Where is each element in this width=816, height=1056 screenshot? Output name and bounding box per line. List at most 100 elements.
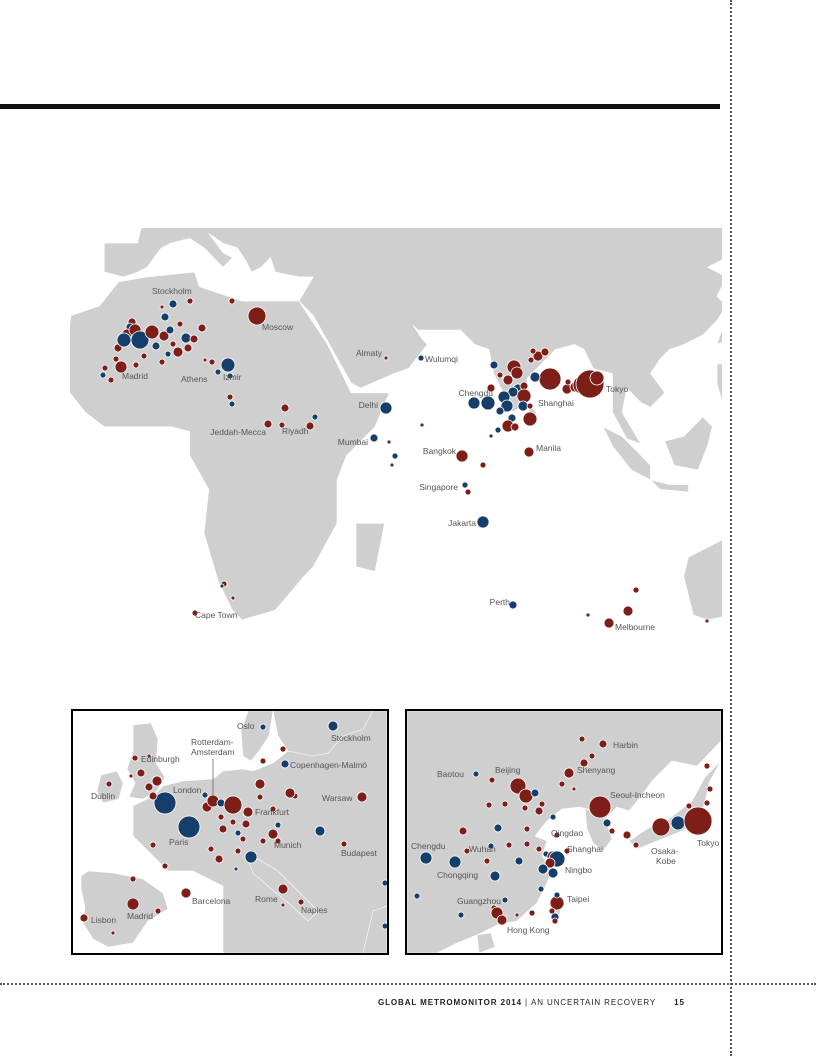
metro-marker: [632, 841, 640, 849]
metro-marker: [239, 835, 247, 843]
sumatra: [602, 426, 651, 481]
east-asia-markers: [413, 735, 714, 926]
city-label: Jakarta: [448, 518, 476, 528]
metro-marker: [419, 851, 433, 865]
metro-marker: [280, 902, 286, 908]
metro-marker: [486, 383, 496, 393]
metro-marker: [148, 791, 158, 801]
metro-marker: [608, 827, 616, 835]
metro-marker: [532, 350, 544, 362]
report-subtitle: AN UNCERTAIN RECOVERY: [530, 998, 657, 1007]
taiwan: [716, 329, 722, 346]
metro-marker: [588, 795, 612, 819]
metro-marker: [704, 618, 710, 624]
metro-marker: [228, 297, 236, 305]
metro-marker: [214, 854, 224, 864]
city-label: Chengdu: [411, 841, 446, 851]
metro-marker: [226, 393, 234, 401]
city-label: Delhi: [359, 400, 378, 410]
metro-marker: [189, 334, 199, 344]
metro-marker: [186, 297, 194, 305]
metro-marker: [651, 817, 671, 837]
city-label: Naples: [301, 905, 327, 915]
metro-marker: [99, 371, 107, 379]
metro-marker: [168, 299, 178, 309]
metro-marker: [508, 600, 518, 610]
metro-marker: [419, 422, 425, 428]
metro-marker: [369, 433, 379, 443]
city-label: Lisbon: [91, 915, 116, 925]
city-label: Osaka-: [651, 846, 679, 856]
metro-marker: [305, 421, 315, 431]
metro-marker: [703, 799, 711, 807]
metro-marker: [579, 758, 589, 768]
metro-marker: [670, 815, 686, 831]
metro-marker: [529, 347, 537, 355]
metro-marker: [158, 330, 170, 342]
metro-marker: [116, 332, 132, 348]
metro-marker: [458, 826, 468, 836]
metro-marker: [214, 368, 222, 376]
city-label: Wulumqi: [425, 354, 458, 364]
metro-marker: [551, 917, 559, 925]
city-label: Rotterdam-: [191, 737, 234, 747]
metro-marker: [219, 583, 225, 589]
metro-marker: [510, 366, 524, 380]
metro-marker: [564, 378, 572, 386]
borneo: [664, 416, 713, 471]
metro-marker: [176, 320, 184, 328]
metro-marker: [488, 433, 494, 439]
metro-marker: [528, 909, 536, 917]
bottom-dotted-guide: [0, 983, 816, 985]
madagascar: [355, 523, 385, 572]
metro-marker: [463, 847, 471, 855]
metro-marker: [571, 786, 577, 792]
metro-marker: [578, 735, 586, 743]
city-label: Shenyang: [577, 765, 616, 775]
eurasia: [104, 228, 722, 445]
metro-marker: [523, 825, 531, 833]
city-label: Ningbo: [565, 865, 592, 875]
metro-marker: [180, 332, 192, 344]
city-label: Cape Town: [195, 610, 238, 620]
city-label: Stockholm: [331, 733, 371, 743]
metro-marker: [230, 595, 236, 601]
city-label: Jeddah-Mecca: [210, 427, 266, 437]
city-label: Moscow: [262, 322, 294, 332]
metro-marker: [311, 413, 319, 421]
metro-marker: [79, 913, 89, 923]
footer-separator: |: [525, 998, 528, 1007]
metro-marker: [169, 340, 177, 348]
metro-marker: [158, 358, 166, 366]
metro-marker: [160, 312, 170, 322]
metro-marker: [114, 360, 128, 374]
metro-marker: [381, 922, 387, 930]
metro-marker: [279, 745, 287, 753]
metro-marker: [544, 857, 556, 869]
city-label: Chongqing: [437, 870, 478, 880]
metro-marker: [356, 791, 368, 803]
metro-marker: [549, 813, 557, 821]
metro-marker: [558, 780, 566, 788]
metro-marker: [495, 406, 505, 416]
metro-marker: [534, 806, 544, 816]
metro-marker: [191, 609, 199, 617]
metro-marker: [284, 787, 296, 799]
city-label: Rome: [255, 894, 278, 904]
europe-labels: Oslo Stockholm Rotterdam-Amsterdam Edinburg…: [91, 721, 378, 925]
balkans-edge: [362, 905, 387, 953]
inset-east-asia: Harbin Baotou Beijing Shenyang Seoul-Incheon…: [405, 709, 723, 955]
metro-marker: [413, 892, 421, 900]
city-label: Baotou: [437, 769, 464, 779]
city-label: Munich: [274, 840, 302, 850]
metro-marker: [234, 829, 242, 837]
metro-marker: [417, 354, 425, 362]
metro-marker: [340, 840, 348, 848]
right-dotted-guide: [730, 0, 732, 1056]
metro-marker: [278, 421, 286, 429]
metro-markers: [99, 297, 710, 629]
metro-marker: [208, 358, 216, 366]
metro-marker: [703, 762, 711, 770]
metro-marker: [389, 462, 395, 468]
metro-marker: [229, 818, 237, 826]
